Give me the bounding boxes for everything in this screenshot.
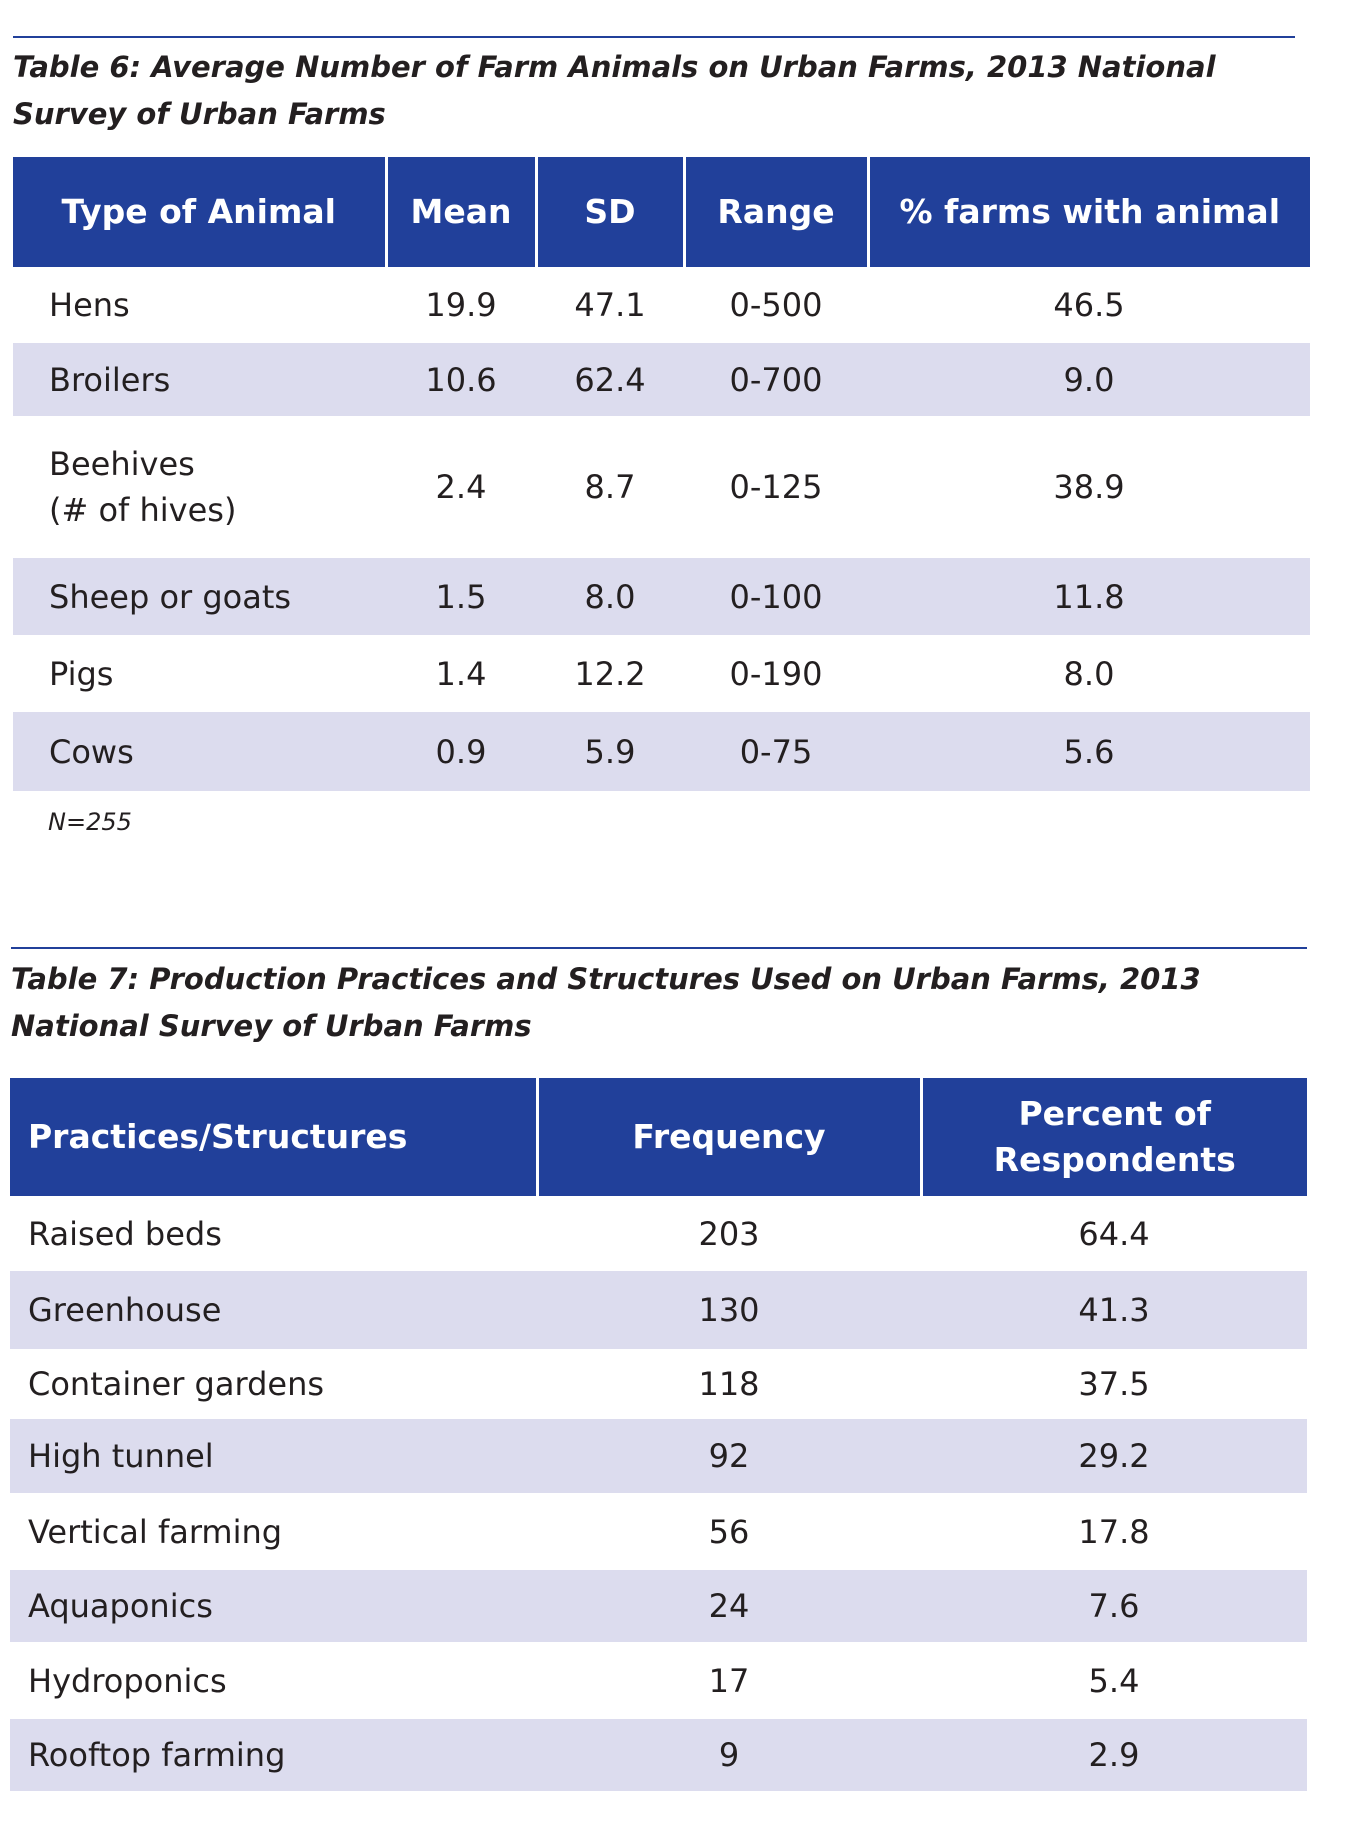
table-cell: 5.6 bbox=[868, 712, 1310, 791]
table-cell: 0-190 bbox=[729, 654, 823, 693]
table-cell: 29.2 bbox=[921, 1419, 1307, 1493]
table-cell: 12.2 bbox=[574, 654, 646, 693]
data-table: Practices/Structures Frequency Percent of … bbox=[10, 1078, 1307, 1791]
table-cell: 10.6 bbox=[386, 343, 536, 416]
table-row: Vertical farming 56 17.8 bbox=[10, 1493, 1307, 1570]
table-cell: Cows bbox=[13, 712, 386, 791]
table-cell: 0-500 bbox=[729, 286, 823, 324]
table-cell: 118 bbox=[698, 1365, 760, 1403]
table-cell: 2.9 bbox=[921, 1719, 1307, 1791]
table-cell: 8.0 bbox=[536, 558, 684, 635]
table-cell: Hydroponics bbox=[28, 1661, 227, 1700]
table-cell: 41.3 bbox=[921, 1271, 1307, 1349]
table-row: Greenhouse 130 41.3 bbox=[10, 1271, 1307, 1349]
table-cell: Broilers bbox=[13, 343, 386, 416]
header-row: Type of Animal Mean SD Range% farms with an… bbox=[13, 157, 1310, 267]
header-cell: Mean bbox=[384, 157, 536, 267]
table-cell: 37.5 bbox=[1078, 1365, 1150, 1403]
table-row: Container gardens 118 37.5 bbox=[10, 1349, 1307, 1419]
table-cell: 7.6 bbox=[921, 1570, 1307, 1642]
table-row: Aquaponics 24 7.6 bbox=[10, 1570, 1307, 1642]
table-cell: 47.1 bbox=[574, 286, 646, 324]
table-cell: 5.9 bbox=[536, 712, 684, 791]
table-row: Broilers 10.6 62.4 0-700 9.0 bbox=[13, 343, 1310, 416]
header-cell: Frequency bbox=[535, 1078, 921, 1196]
table-cell: Aquaponics bbox=[10, 1570, 537, 1642]
table-caption: Table 6: Average Number of Farm Animals … bbox=[13, 50, 1216, 131]
table-cell: 24 bbox=[537, 1570, 921, 1642]
table-cell: Beehives (# of hives) bbox=[49, 445, 237, 529]
table-cell: 56 bbox=[708, 1512, 750, 1551]
table-cell: 0-100 bbox=[684, 558, 868, 635]
table-cell: 62.4 bbox=[536, 343, 684, 416]
table-cell: 17.8 bbox=[1078, 1512, 1150, 1551]
table-cell: Vertical farming bbox=[28, 1512, 283, 1551]
table-cell: 17 bbox=[708, 1661, 750, 1700]
table-cell: 19.9 bbox=[425, 286, 497, 324]
table-cell: 64.4 bbox=[1078, 1214, 1150, 1253]
table-row: Cows 0.9 5.9 0-75 5.6 bbox=[13, 712, 1310, 791]
data-table: Type of Animal Mean SD Range% farms with an… bbox=[13, 157, 1310, 791]
table-cell: 9.0 bbox=[868, 343, 1310, 416]
table-cell: 38.9 bbox=[1053, 468, 1125, 506]
table-cell: 5.4 bbox=[1088, 1661, 1140, 1700]
table-cell: 0-125 bbox=[729, 468, 823, 506]
top-rule bbox=[13, 36, 1295, 38]
table-row: High tunnel 92 29.2 bbox=[10, 1419, 1307, 1493]
table-cell: Rooftop farming bbox=[10, 1719, 537, 1791]
table-cell: 1.4 bbox=[435, 654, 487, 693]
header-cell: Practices/Structures bbox=[10, 1078, 537, 1196]
table-cell: Sheep or goats bbox=[13, 558, 386, 635]
table-cell: 8.0 bbox=[1063, 654, 1115, 693]
table-cell: 1.5 bbox=[386, 558, 536, 635]
table-cell: High tunnel bbox=[10, 1419, 537, 1493]
top-rule bbox=[11, 947, 1307, 949]
table-cell: 46.5 bbox=[1053, 286, 1125, 324]
header-row: Practices/Structures Frequency Percent of … bbox=[10, 1078, 1307, 1196]
table-cell: Hens bbox=[49, 286, 130, 324]
table-cell: 203 bbox=[698, 1214, 760, 1253]
table-note: N=255 bbox=[48, 808, 132, 836]
table-cell: Pigs bbox=[49, 654, 114, 693]
table-cell: 0-75 bbox=[684, 712, 868, 791]
table-row: Hydroponics 17 5.4 bbox=[10, 1642, 1307, 1719]
table-cell: 92 bbox=[537, 1419, 921, 1493]
header-cell: SD bbox=[534, 157, 684, 267]
table-cell: 9 bbox=[537, 1719, 921, 1791]
header-cell: Percent of Respondents bbox=[919, 1078, 1307, 1196]
table-cell: 0-700 bbox=[684, 343, 868, 416]
table-cell: Greenhouse bbox=[10, 1271, 537, 1349]
table-row: Raised beds 203 64.4 bbox=[10, 1196, 1307, 1271]
table-cell: Container gardens bbox=[28, 1365, 325, 1403]
table-cell: 130 bbox=[537, 1271, 921, 1349]
table-row: Hens 19.9 47.1 0-500 46.5 bbox=[13, 267, 1310, 343]
header-cell: Range bbox=[682, 157, 868, 267]
header-cell: % farms with animal bbox=[866, 157, 1310, 267]
table-row: Rooftop farming 9 2.9 bbox=[10, 1719, 1307, 1791]
table-caption: Table 7: Production Practices and Struct… bbox=[11, 962, 1201, 1043]
table-cell: 2.4 bbox=[435, 468, 487, 506]
table-row: Beehives (# of hives) 2.4 8.7 0-125 38.9 bbox=[13, 416, 1310, 558]
table-cell: 0.9 bbox=[386, 712, 536, 791]
header-cell: Type of Animal bbox=[13, 157, 386, 267]
table-row: Sheep or goats 1.5 8.0 0-100 11.8 bbox=[13, 558, 1310, 635]
table-row: Pigs 1.4 12.2 0-190 8.0 bbox=[13, 635, 1310, 712]
table-cell: Raised beds bbox=[28, 1214, 222, 1253]
table-cell: 11.8 bbox=[868, 558, 1310, 635]
table-cell: 8.7 bbox=[584, 468, 636, 506]
